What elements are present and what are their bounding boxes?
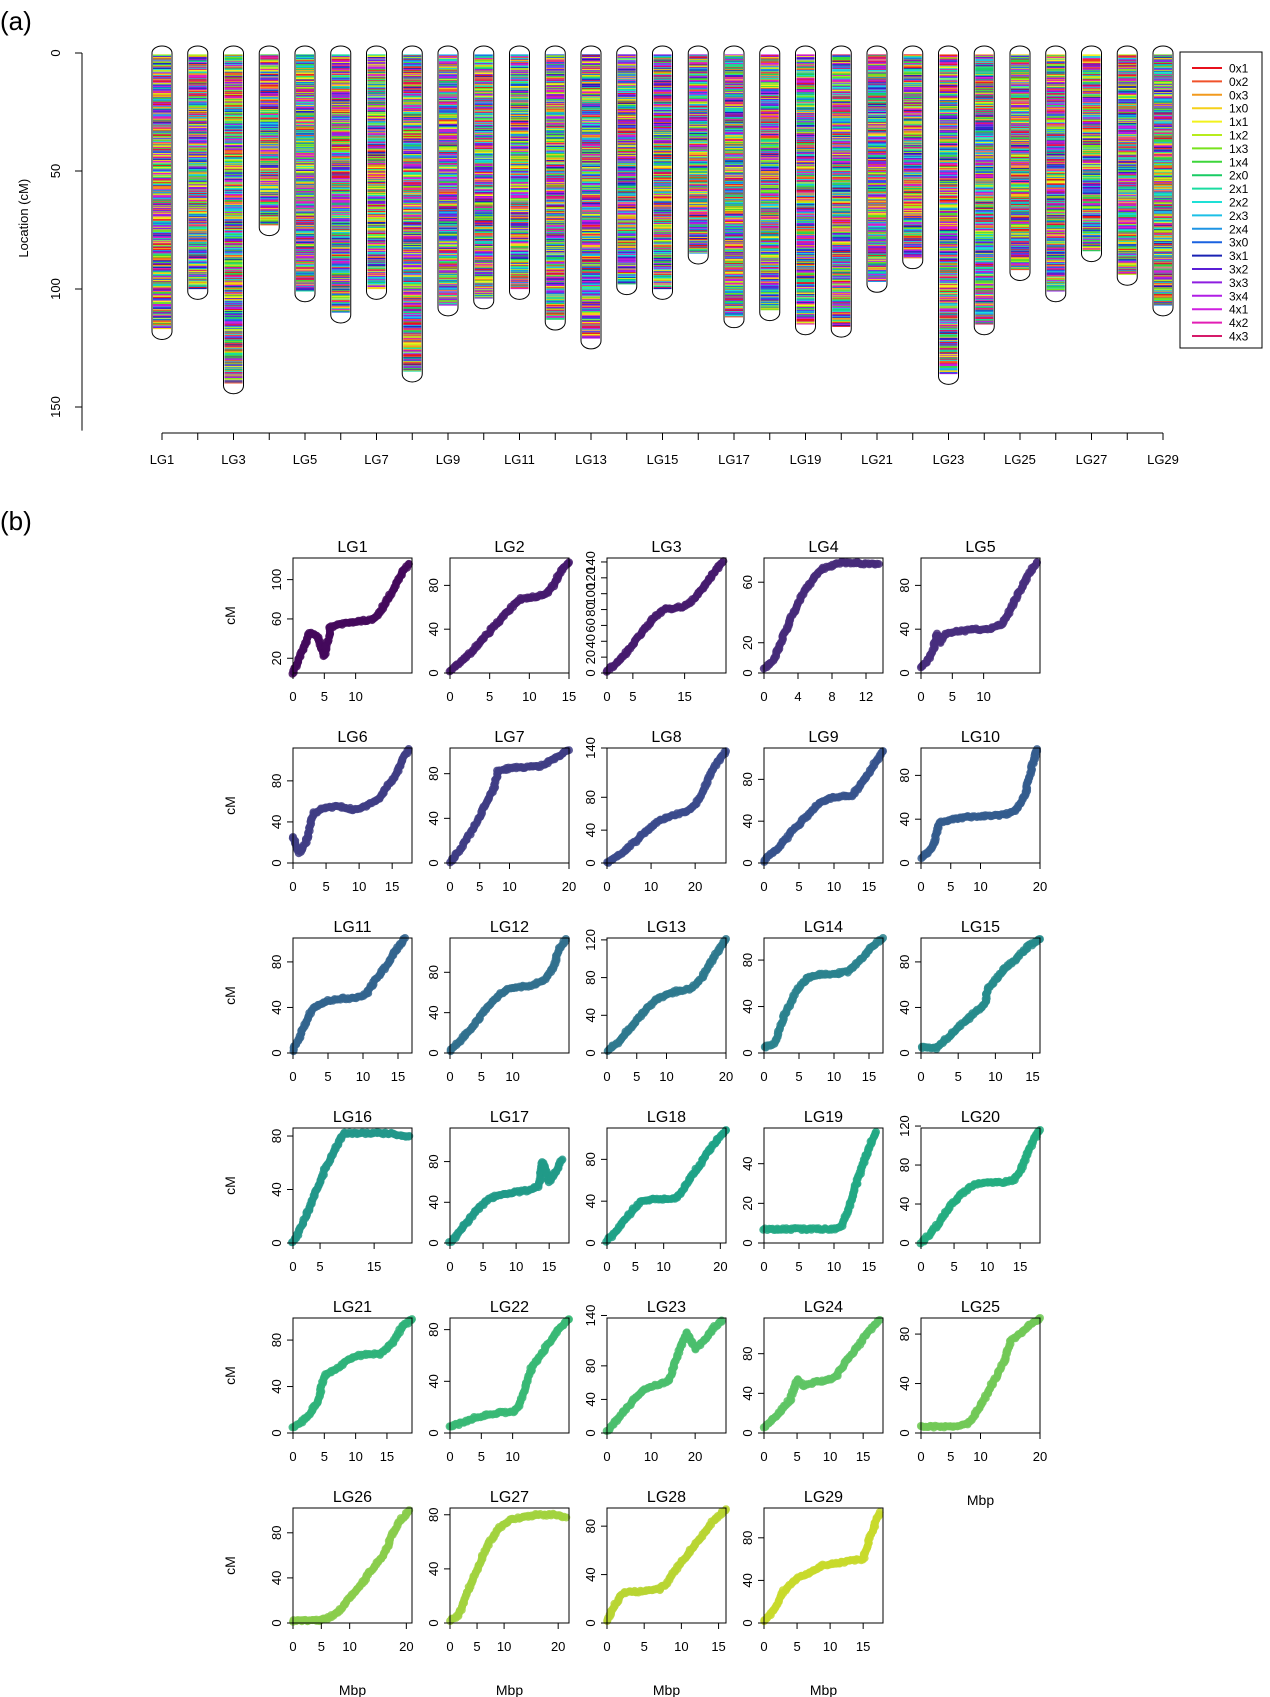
chromosome-outline [223, 45, 244, 395]
x-tick-label-LG17: LG17 [718, 452, 750, 467]
x-tick-label-LG1: LG1 [150, 452, 175, 467]
chromosome-outline [294, 45, 316, 303]
y-tick-label-150: 150 [48, 396, 63, 418]
chromosome-LG10 [473, 45, 495, 310]
chromosome-LG14 [616, 45, 638, 296]
x-tick-label-LG9: LG9 [436, 452, 461, 467]
chromosome-outline [652, 45, 673, 300]
x-tick-label-LG21: LG21 [861, 452, 893, 467]
x-tick-label-LG27: LG27 [1076, 452, 1108, 467]
chromosome-outline [616, 45, 638, 296]
x-tick-label-LG29: LG29 [1147, 452, 1179, 467]
x-tick-label-LG5: LG5 [293, 452, 318, 467]
y-axis-label: Location (cM) [16, 179, 31, 258]
panel-a-label: (a) [0, 6, 32, 36]
x-tick-label-LG3: LG3 [221, 452, 246, 467]
chromosome-LG2 [187, 45, 209, 300]
chromosome-outline [187, 45, 209, 300]
chromosome-outline [509, 45, 530, 300]
chromosome-LG12 [544, 45, 566, 331]
x-tick-label-LG23: LG23 [933, 452, 965, 467]
chromosome-LG8 [401, 45, 423, 383]
chromosome-LG16 [687, 45, 709, 265]
chromosome-LG1 [151, 45, 173, 340]
chromosome-LG7 [366, 45, 387, 300]
chromosome-LG6 [330, 45, 352, 324]
chromosome-outline [437, 45, 459, 317]
chromosome-LG3 [223, 45, 244, 395]
chromosome-LG13 [580, 45, 602, 350]
chromosome-outline [151, 45, 173, 340]
y-tick-label-50: 50 [48, 164, 63, 178]
x-tick-label-LG11: LG11 [504, 452, 535, 467]
chromosome-outline [687, 45, 709, 265]
x-tick-label-LG13: LG13 [575, 452, 607, 467]
x-tick-label-LG15: LG15 [647, 452, 679, 467]
chromosome-LG9 [437, 45, 459, 317]
x-tick-label-LG19: LG19 [790, 452, 822, 467]
x-tick-label-LG7: LG7 [364, 452, 389, 467]
chromosome-outline [473, 45, 495, 310]
chromosome-LG5 [294, 45, 316, 303]
x-tick-label-LG25: LG25 [1004, 452, 1036, 467]
chromosome-outline [580, 45, 602, 350]
chromosome-outline [330, 45, 352, 324]
chromosome-outline [401, 45, 423, 383]
chromosome-outline [366, 45, 387, 300]
chromosome-LG4 [258, 45, 280, 237]
y-tick-label-0: 0 [48, 49, 63, 56]
panel-b-label: (b) [0, 506, 32, 536]
chromosome-LG15 [652, 45, 673, 300]
chromosome-outline [258, 45, 280, 237]
chromosome-LG17 [723, 45, 745, 329]
chromosome-outline [544, 45, 566, 331]
y-tick-label-100: 100 [48, 278, 63, 300]
linkage-map-panel: 0 50 100 150 Location (cM) LG1 LG3 LG5 LG7 LG9 LG1… [16, 45, 1263, 467]
chromosome-LG11 [509, 45, 530, 300]
